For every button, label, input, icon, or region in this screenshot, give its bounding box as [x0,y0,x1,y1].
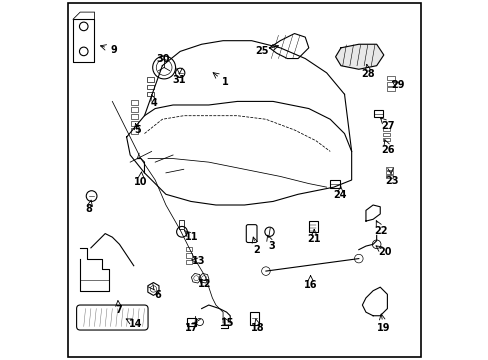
Text: 4: 4 [151,98,158,108]
Bar [329,180,340,188]
Bar [373,111,382,117]
Text: 13: 13 [192,256,205,266]
Text: 27: 27 [381,121,394,131]
Text: 28: 28 [361,68,374,78]
Text: 30: 30 [156,54,169,64]
Text: 15: 15 [220,318,234,328]
Text: 24: 24 [333,190,346,200]
Text: 3: 3 [267,241,274,251]
Text: 25: 25 [254,46,268,56]
Text: 29: 29 [390,80,404,90]
Text: 14: 14 [128,319,142,329]
Text: 8: 8 [85,204,92,214]
Text: 20: 20 [377,247,391,257]
Text: 31: 31 [172,75,186,85]
Text: 23: 23 [384,176,398,186]
Bar [73,19,94,62]
Text: 5: 5 [134,125,141,135]
Polygon shape [335,44,383,69]
Text: 17: 17 [184,323,198,333]
Text: 11: 11 [184,232,198,242]
Text: 12: 12 [197,279,211,289]
Text: 1: 1 [221,77,228,87]
Text: 7: 7 [115,305,122,315]
Text: 16: 16 [303,280,317,291]
Text: 21: 21 [307,234,320,244]
Text: 10: 10 [134,177,147,187]
Text: 2: 2 [253,245,260,255]
Text: 26: 26 [381,145,394,155]
Text: 18: 18 [251,323,264,333]
Bar [249,312,258,325]
Text: 22: 22 [374,226,387,236]
Text: 19: 19 [376,323,390,333]
Text: 9: 9 [110,45,117,55]
Bar [179,220,184,229]
Bar [308,221,317,232]
Text: 6: 6 [154,290,161,300]
